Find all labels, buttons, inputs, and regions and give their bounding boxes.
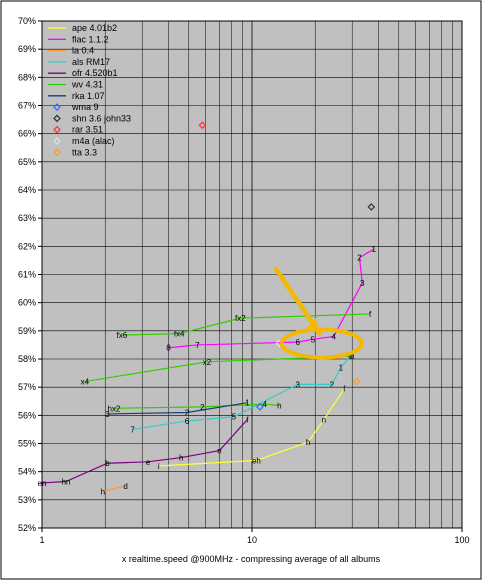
point-label: 4 [331, 332, 336, 341]
point-label: f [369, 310, 372, 319]
y-tick-label: 63% [18, 213, 36, 223]
point-label: 1 [245, 399, 250, 408]
data-point-marker [198, 121, 207, 130]
y-tick-label: 69% [18, 44, 36, 54]
point-label: 2 [357, 254, 362, 263]
x-tick-label: 1 [39, 535, 44, 545]
legend-entry: wv 4.31 [71, 80, 103, 90]
legend-swatch-marker [53, 125, 61, 134]
point-label: hn [61, 478, 70, 487]
data-point-marker [367, 203, 376, 211]
y-tick-label: 59% [18, 326, 36, 336]
legend-swatch-marker [53, 114, 61, 123]
legend-entry: flac 1.1.2 [72, 34, 109, 44]
point-label: fx4 [174, 330, 185, 339]
point-label: 2 [185, 409, 190, 418]
series-line [132, 355, 352, 431]
legend-entry: rka 1.07 [72, 91, 105, 101]
series-line [102, 485, 126, 492]
y-tick-label: 61% [18, 270, 36, 280]
y-tick-label: 54% [18, 467, 36, 477]
point-label: n [322, 416, 326, 425]
legend-swatch-marker [53, 148, 61, 157]
y-tick-label: 52% [18, 523, 36, 533]
point-label: h [277, 401, 281, 410]
data-point-marker [256, 403, 264, 411]
point-label: e [146, 458, 151, 467]
legend-entry: m4a (alac) [72, 136, 115, 146]
point-label: 6 [185, 417, 190, 426]
plot-frame [41, 20, 463, 529]
y-tick-label: 53% [18, 495, 36, 505]
series-line [107, 402, 248, 415]
point-label: x4 [81, 378, 90, 387]
x-axis-title: x realtime.speed @900MHz - compressing a… [122, 554, 381, 564]
legend-entry: ape 4.01b2 [72, 23, 117, 33]
point-label: 5 [311, 335, 316, 344]
legend-entry: shn 3.6 john33 [72, 113, 131, 123]
point-label: b [105, 459, 110, 468]
point-label: h [179, 454, 183, 463]
legend-entry: la 0.4 [72, 46, 94, 56]
y-tick-label: 60% [18, 298, 36, 308]
point-label: 7 [130, 425, 135, 434]
legend-entry: tta 3.3 [72, 147, 97, 157]
point-label: eh [252, 456, 261, 465]
legend-entry: wma 9 [71, 102, 99, 112]
point-label: f [246, 416, 249, 425]
point-label: fx2 [235, 314, 246, 323]
y-tick-label: 65% [18, 157, 36, 167]
point-label: 8 [166, 344, 171, 353]
y-tick-label: 62% [18, 241, 36, 251]
x-tick-label: 100 [454, 535, 469, 545]
point-label: n [217, 447, 221, 456]
point-label: h [101, 487, 105, 496]
highlight-ellipse [279, 327, 364, 360]
point-label: 0 [348, 352, 353, 361]
point-label: hx2 [107, 404, 120, 413]
point-label: d [123, 482, 127, 491]
point-label: 1 [339, 363, 344, 372]
y-tick-label: 64% [18, 185, 36, 195]
point-label: f [343, 385, 346, 394]
point-label: 3 [295, 380, 300, 389]
y-tick-label: 68% [18, 72, 36, 82]
point-label: 6 [295, 338, 300, 347]
point-label: 7 [195, 341, 200, 350]
point-label: 2 [200, 403, 205, 412]
point-label: 5 [232, 413, 237, 422]
point-label: fx6 [117, 331, 128, 340]
point-label: 4 [263, 400, 268, 409]
point-label: 1 [372, 245, 377, 254]
series-line [158, 388, 345, 467]
y-tick-label: 56% [18, 410, 36, 420]
y-tick-label: 55% [18, 439, 36, 449]
y-tick-label: 57% [18, 382, 36, 392]
legend-entry: ofr 4.520b1 [72, 68, 118, 78]
y-tick-label: 70% [18, 16, 36, 26]
y-tick-label: 67% [18, 101, 36, 111]
legend-entry: als RM17 [72, 57, 110, 67]
x-tick-label: 10 [247, 535, 257, 545]
point-label: h [306, 438, 310, 447]
series-line [41, 419, 248, 484]
series-line [168, 248, 375, 349]
point-label: 3 [105, 410, 110, 419]
data-point-marker [352, 377, 361, 386]
point-label: x2 [203, 358, 212, 367]
legend-swatch-marker [53, 103, 61, 111]
legend-swatch-marker [53, 137, 61, 145]
point-label: n [350, 352, 354, 361]
point-label: 3 [360, 279, 365, 288]
point-label: i [158, 462, 160, 471]
point-label: 2 [330, 380, 335, 389]
y-tick-label: 66% [18, 129, 36, 139]
legend-entry: rar 3.51 [72, 125, 103, 135]
y-tick-label: 58% [18, 354, 36, 364]
